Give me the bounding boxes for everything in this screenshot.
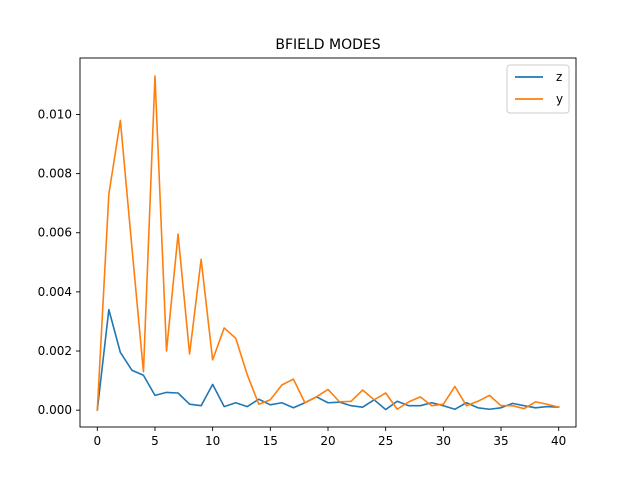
- axes: 0 5 10 15 20 25 30 35 40 0.000 0.002 0.004 0.006 0.00…: [38, 57, 577, 448]
- x-tick-label: 10: [205, 434, 220, 448]
- y-tick-label: 0.008: [38, 167, 72, 181]
- x-tick-label: 5: [151, 434, 159, 448]
- legend-label-z: z: [556, 70, 562, 84]
- y-tick-label: 0.006: [38, 226, 72, 240]
- x-tick-label: 35: [493, 434, 508, 448]
- y-tick-label: 0.010: [38, 107, 72, 121]
- y-tick-label: 0.004: [38, 285, 72, 299]
- legend-label-y: y: [556, 92, 563, 106]
- legend: zy: [506, 64, 570, 114]
- y-tick-label: 0.000: [38, 403, 72, 417]
- series-line-y: [96, 75, 560, 411]
- x-tick-label: 15: [263, 434, 278, 448]
- plot-area: [96, 75, 560, 412]
- x-tick-label: 30: [436, 434, 451, 448]
- y-tick-label: 0.002: [38, 344, 72, 358]
- x-tick-label: 25: [378, 434, 393, 448]
- x-tick-label: 20: [320, 434, 335, 448]
- x-tick-label: 0: [93, 434, 101, 448]
- x-tick-label: 40: [551, 434, 566, 448]
- series-line-z: [96, 308, 560, 412]
- chart-title: BFIELD MODES: [275, 37, 380, 53]
